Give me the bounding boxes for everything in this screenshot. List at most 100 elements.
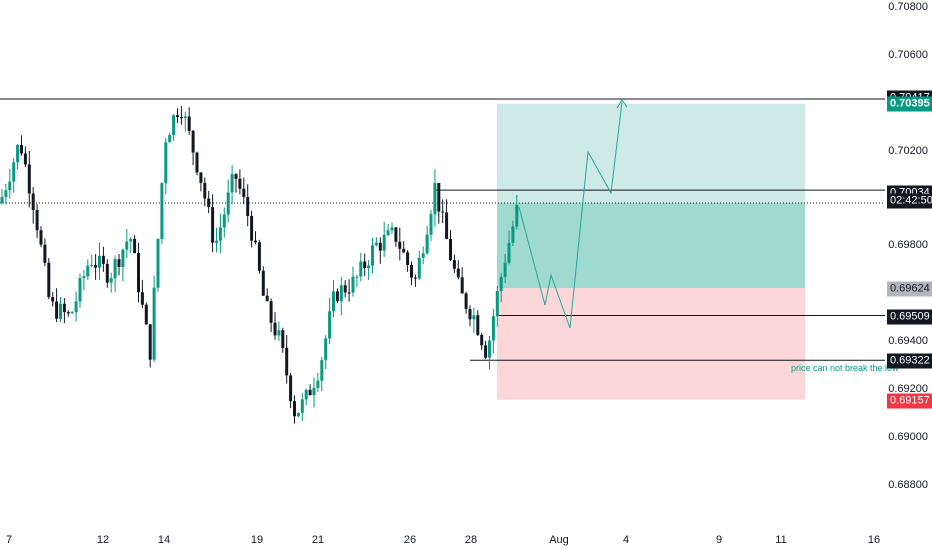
- candle-body: [425, 234, 429, 254]
- time-tick: Aug: [549, 534, 569, 546]
- candle-body: [218, 227, 222, 241]
- candle-body: [429, 214, 433, 235]
- time-tick: 9: [715, 534, 723, 546]
- candle-body: [105, 263, 109, 283]
- candle-body: [441, 211, 445, 213]
- target-price-badge: 0.70395: [887, 96, 932, 112]
- candle-body: [261, 270, 265, 296]
- candle-body: [472, 315, 476, 320]
- candle-body: [160, 183, 164, 239]
- low-line-price-badge: 0.69322: [887, 353, 932, 369]
- candle-body: [406, 252, 410, 265]
- price-tick: 0.68800: [888, 479, 928, 491]
- candle-body: [183, 116, 187, 119]
- candle-body: [285, 347, 289, 376]
- candle-body: [35, 209, 39, 231]
- candle-body: [195, 152, 199, 173]
- candle-body: [312, 387, 316, 396]
- candle-body: [31, 193, 35, 210]
- countdown-badge: 02:42:50: [887, 193, 932, 209]
- candle-body: [484, 345, 488, 358]
- candle-body: [66, 312, 70, 314]
- candle-body: [94, 265, 98, 268]
- candle-body: [367, 265, 371, 268]
- candle-body: [62, 303, 66, 313]
- candle-body: [101, 255, 105, 264]
- candle-body: [421, 253, 425, 258]
- candle-body: [90, 265, 94, 267]
- candle-body: [355, 276, 359, 278]
- candle-body: [328, 311, 332, 339]
- candle-body: [277, 330, 281, 336]
- profit-zone-filled: [497, 202, 805, 289]
- candle-body: [43, 244, 47, 263]
- candle-body: [226, 192, 230, 215]
- candle-body: [332, 291, 335, 312]
- candle-body: [359, 261, 363, 277]
- candle-body: [156, 238, 160, 288]
- candle-body: [515, 204, 519, 227]
- candle-body: [386, 230, 390, 236]
- candle-body: [55, 301, 59, 319]
- candle-body: [140, 292, 144, 305]
- candle-body: [113, 259, 117, 279]
- candle-body: [82, 276, 86, 279]
- candle-body: [511, 226, 515, 243]
- candle-body: [27, 164, 31, 194]
- candle-body: [137, 253, 140, 293]
- candle-body: [125, 241, 129, 250]
- price-chart[interactable]: [0, 0, 885, 528]
- candle-body: [238, 178, 242, 189]
- candle-body: [129, 238, 133, 242]
- projection-path: [518, 101, 623, 329]
- candle-body: [417, 257, 421, 279]
- candle-body: [476, 315, 480, 335]
- candle-body: [164, 142, 168, 184]
- candle-body: [410, 264, 413, 278]
- price-tick: 0.69200: [888, 383, 928, 395]
- candle-body: [382, 235, 386, 251]
- candle-body: [394, 227, 398, 242]
- candle-body: [320, 360, 324, 381]
- stop-price-badge: 0.69157: [887, 393, 932, 409]
- candle-body: [250, 215, 254, 241]
- candle-body: [230, 174, 234, 193]
- time-tick: 21: [311, 534, 325, 546]
- candle-body: [86, 265, 90, 277]
- time-tick: 26: [403, 534, 417, 546]
- candle-body: [0, 196, 4, 203]
- candle-body: [133, 238, 137, 254]
- candle-body: [460, 277, 464, 294]
- candle-body: [351, 276, 355, 293]
- candle-body: [152, 287, 156, 360]
- time-tick: 19: [250, 534, 264, 546]
- candle-body: [98, 255, 101, 268]
- candle-body: [503, 262, 507, 277]
- loss-zone: [497, 288, 805, 400]
- candle-body: [265, 295, 269, 302]
- candle-body: [464, 293, 468, 309]
- candle-body: [371, 245, 374, 266]
- chart-area[interactable]: price can not break the low: [0, 0, 899, 528]
- candle-body: [433, 183, 437, 215]
- candle-body: [179, 116, 183, 119]
- candle-body: [480, 334, 484, 346]
- time-axis[interactable]: 7 12 14 19 21 26 28 Aug 4 9 11 16: [0, 528, 885, 550]
- candle-body: [12, 162, 16, 182]
- candle-body: [269, 301, 273, 323]
- time-tick: 28: [464, 534, 478, 546]
- candle-body: [144, 304, 148, 325]
- time-tick: 12: [96, 534, 110, 546]
- candle-body: [4, 190, 8, 197]
- candle-body: [339, 285, 343, 302]
- price-tick: 0.70600: [888, 49, 928, 61]
- candle-body: [74, 301, 78, 313]
- candle-body: [121, 249, 125, 268]
- candle-body: [293, 401, 296, 417]
- time-tick: 14: [157, 534, 171, 546]
- candle-body: [402, 248, 406, 253]
- price-axis[interactable]: 0.70800 0.70600 0.70200 0.69800 0.69400 …: [885, 0, 932, 550]
- candle-body: [390, 227, 394, 231]
- candle-body: [8, 181, 12, 191]
- candle-body: [347, 292, 351, 294]
